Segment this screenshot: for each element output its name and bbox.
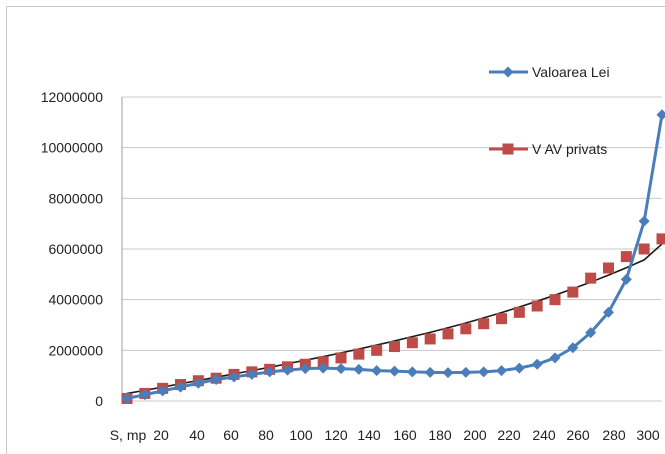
data-point — [496, 313, 507, 325]
y-axis: 0 2000000 4000000 6000000 8000000 10000000 120… — [41, 89, 123, 409]
data-point — [121, 392, 133, 404]
legend-item: Valoarea Lei — [489, 64, 610, 80]
x-tick-label: 120 — [324, 427, 348, 443]
data-point — [335, 352, 347, 364]
data-point — [175, 381, 186, 393]
x-tick-label: 60 — [223, 427, 239, 443]
data-point — [638, 215, 650, 227]
y-tick-label: 8000000 — [48, 190, 103, 206]
data-point — [513, 306, 525, 318]
data-point — [353, 348, 365, 360]
x-tick-label: 20 — [153, 427, 169, 443]
x-tick-label: 280 — [602, 427, 626, 443]
data-point — [210, 373, 222, 385]
data-point — [585, 272, 597, 284]
x-tick-label: S, mp — [110, 427, 147, 443]
data-point — [299, 363, 311, 375]
y-tick-label: 12000000 — [41, 89, 104, 105]
data-point — [228, 371, 240, 383]
x-tick-label: 200 — [463, 427, 487, 443]
series-valoarea-lei — [121, 109, 665, 404]
y-tick-label: 6000000 — [48, 241, 103, 257]
legend-label: V AV privats — [532, 141, 607, 157]
data-point — [531, 300, 543, 312]
series-line — [126, 114, 664, 400]
legend-square-marker — [502, 143, 514, 155]
x-tick-label: 260 — [566, 427, 590, 443]
x-tick-label: 180 — [428, 427, 452, 443]
data-point — [513, 362, 525, 374]
x-tick-label: 240 — [532, 427, 556, 443]
y-tick-label: 4000000 — [48, 292, 103, 308]
data-point — [371, 365, 383, 377]
data-point — [192, 377, 204, 389]
data-point — [157, 385, 169, 397]
data-point — [638, 243, 650, 255]
data-point — [567, 286, 579, 298]
x-tick-label: 300 — [636, 427, 660, 443]
data-point — [478, 366, 490, 378]
x-tick-label: 100 — [289, 427, 313, 443]
data-point — [406, 366, 418, 378]
y-tick-label: 2000000 — [48, 342, 103, 358]
data-point — [567, 342, 579, 354]
legend-label: Valoarea Lei — [532, 64, 610, 80]
x-tick-label: 140 — [357, 427, 381, 443]
data-point — [531, 358, 543, 370]
data-point — [406, 337, 418, 349]
data-point — [549, 352, 561, 364]
data-point — [460, 366, 472, 378]
x-tick-label: 80 — [258, 427, 274, 443]
x-tick-label: 160 — [393, 427, 417, 443]
data-point — [585, 327, 597, 339]
data-point — [656, 109, 665, 121]
data-point — [335, 363, 347, 375]
x-tick-label: 220 — [497, 427, 521, 443]
data-point — [620, 251, 632, 263]
data-point — [496, 365, 507, 377]
data-point — [442, 328, 454, 340]
data-point — [353, 363, 365, 375]
x-axis: S, mp 20 40 60 80 100 120 140 160 180 200 220 240 260… — [110, 427, 660, 443]
data-point — [317, 356, 329, 368]
data-point — [460, 323, 472, 335]
data-point — [424, 366, 436, 378]
y-tick-label: 10000000 — [41, 140, 104, 156]
x-tick-label: 40 — [189, 427, 205, 443]
legend-item: V AV privats — [489, 141, 607, 157]
series-v-av-privats — [121, 233, 665, 404]
data-point — [620, 273, 632, 285]
data-point — [478, 318, 490, 330]
data-point — [317, 362, 329, 374]
data-point — [442, 367, 454, 379]
data-point — [371, 344, 383, 356]
data-point — [389, 341, 400, 353]
y-tick-label: 0 — [95, 393, 103, 409]
data-point — [264, 366, 276, 378]
data-point — [603, 262, 614, 274]
legend-diamond-marker — [502, 66, 514, 78]
data-point — [282, 364, 293, 376]
chart-frame — [6, 6, 665, 454]
data-point — [139, 389, 151, 401]
data-point — [656, 233, 665, 245]
data-point — [246, 368, 258, 380]
series-group — [121, 109, 665, 404]
data-point — [603, 306, 614, 318]
data-point — [549, 294, 561, 306]
data-point — [424, 333, 436, 345]
legend: Valoarea Lei V AV privats — [489, 64, 610, 157]
data-point — [389, 365, 400, 377]
